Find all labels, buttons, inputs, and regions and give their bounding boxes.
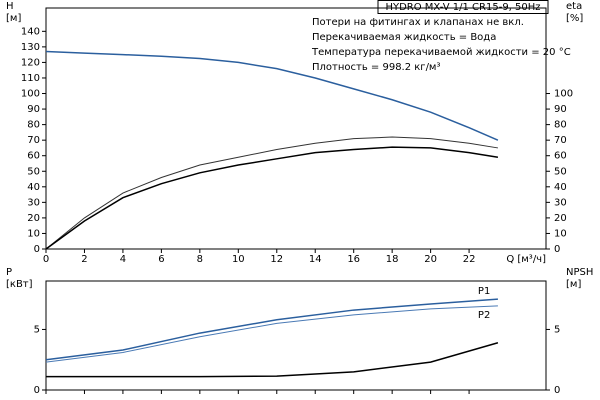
title-box bbox=[377, 0, 549, 14]
x-tick-label: 12 bbox=[270, 254, 283, 265]
x-tick-label: 2 bbox=[81, 254, 87, 265]
y-tick-label: 0 bbox=[34, 385, 40, 396]
series-line bbox=[45, 298, 498, 361]
y2-axis-label: eta bbox=[566, 1, 582, 12]
x-tick-label: 6 bbox=[158, 254, 164, 265]
y-tick-label: 140 bbox=[21, 26, 40, 37]
annotation: Перекачиваемая жидкость = Вода bbox=[312, 32, 496, 43]
y-axis-label: H bbox=[6, 1, 14, 12]
y-tick-label: 100 bbox=[21, 89, 40, 100]
x-tick-label: 14 bbox=[309, 254, 322, 265]
y-tick-label: 30 bbox=[27, 197, 40, 208]
y-tick-label: 120 bbox=[21, 57, 40, 68]
x-tick-label: 10 bbox=[232, 254, 245, 265]
series-line bbox=[46, 342, 499, 378]
y-tick-label: 40 bbox=[27, 182, 40, 193]
y2-tick-label: 30 bbox=[554, 197, 567, 208]
y2-tick-label: 90 bbox=[554, 104, 567, 115]
x-tick-label: 18 bbox=[386, 254, 399, 265]
y2-tick-label: 50 bbox=[554, 166, 567, 177]
x-tick-label: 4 bbox=[120, 254, 126, 265]
y2-tick-label: 100 bbox=[554, 89, 573, 100]
y2-tick-label: 20 bbox=[554, 213, 567, 224]
y-tick-label: 5 bbox=[34, 324, 40, 335]
y-tick-label: 60 bbox=[27, 151, 40, 162]
series-line bbox=[45, 50, 499, 141]
y-tick-label: 80 bbox=[27, 120, 40, 131]
x-tick-label: 22 bbox=[463, 254, 476, 265]
y-tick-label: 20 bbox=[27, 213, 40, 224]
x-tick-label: 0 bbox=[43, 254, 49, 265]
chart-title: HYDRO MX-V 1/1 CR15-9, 50Hz bbox=[385, 2, 540, 13]
y-axis-label: P bbox=[6, 267, 12, 278]
y-tick-label: 110 bbox=[21, 73, 40, 84]
plot-frame bbox=[45, 7, 547, 250]
series-line bbox=[45, 146, 499, 250]
series-label: P2 bbox=[478, 310, 490, 321]
y-tick-label: 130 bbox=[21, 42, 40, 53]
series-line bbox=[45, 136, 499, 250]
y2-tick-label: 80 bbox=[554, 120, 567, 131]
y2-tick-label: 70 bbox=[554, 135, 567, 146]
y2-tick-label: 40 bbox=[554, 182, 567, 193]
y-tick-label: 90 bbox=[27, 104, 40, 115]
y-tick-label: 10 bbox=[27, 228, 40, 239]
series-line bbox=[45, 305, 498, 363]
y2-tick-label: 60 bbox=[554, 151, 567, 162]
annotation: Температура перекачиваемой жидкости = 20… bbox=[311, 47, 571, 58]
y2-tick-label: 10 bbox=[554, 228, 567, 239]
annotation: Плотность = 998.2 кг/м³ bbox=[312, 62, 441, 73]
series-label: P1 bbox=[478, 286, 490, 297]
plot-frame bbox=[45, 280, 547, 391]
y2-axis-unit: [м] bbox=[566, 279, 581, 290]
annotation: Потери на фитингах и клапанах не вкл. bbox=[312, 17, 524, 28]
y-tick-label: 50 bbox=[27, 166, 40, 177]
y2-axis-unit: [%] bbox=[566, 13, 583, 24]
y-axis-unit: [м] bbox=[6, 13, 21, 24]
y2-tick-label: 0 bbox=[554, 385, 560, 396]
x-tick-label: 8 bbox=[197, 254, 203, 265]
y-tick-label: 70 bbox=[27, 135, 40, 146]
y-tick-label: 0 bbox=[34, 244, 40, 255]
y2-tick-label: 5 bbox=[554, 324, 560, 335]
x-axis-label: Q [м³/ч] bbox=[506, 254, 546, 265]
x-tick-label: 16 bbox=[347, 254, 360, 265]
x-tick-label: 20 bbox=[424, 254, 437, 265]
y2-axis-label: NPSH bbox=[566, 267, 593, 278]
y-axis-unit: [кВт] bbox=[6, 279, 33, 290]
y2-tick-label: 0 bbox=[554, 244, 560, 255]
